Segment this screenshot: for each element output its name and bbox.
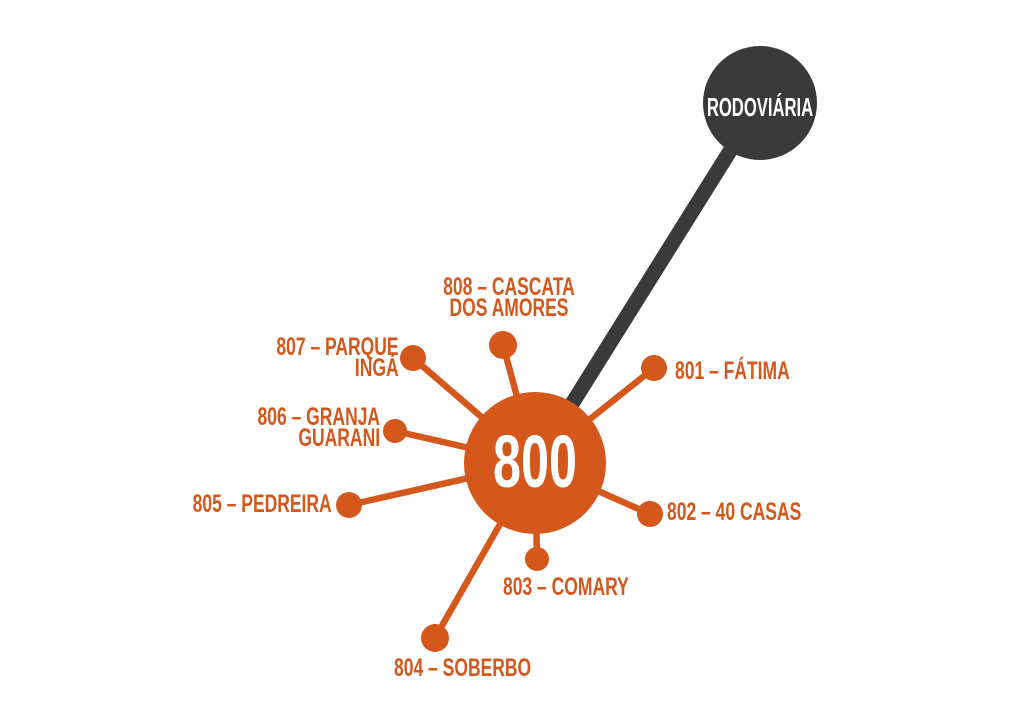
stop-label-803-line1: 803 – COMARY [503, 573, 629, 601]
stop-label-802: 802 – 40 CASAS [667, 498, 802, 526]
stop-label-806-line2: GUARANI [298, 424, 380, 452]
stop-dot-804 [421, 624, 449, 652]
stop-label-807-line1: 807 – PARQUE [276, 333, 399, 361]
stop-label-808-line2: DOS AMORES [449, 294, 569, 322]
stop-dot-803 [525, 547, 549, 571]
terminal-label: RODOVIÁRIA [706, 92, 814, 122]
stop-label-803: 803 – COMARY [503, 573, 629, 601]
stop-dot-807 [400, 345, 426, 371]
stop-label-808-line1: 808 – CASCATA [443, 273, 575, 301]
stop-label-807-line2: INGÁ [355, 354, 399, 382]
hub-circle-800 [464, 392, 606, 534]
stop-dot-806 [383, 419, 407, 443]
stop-label-805-line1: 805 – PEDREIRA [192, 490, 332, 518]
stop-dot-808 [489, 331, 517, 359]
stop-label-801-line1: 801 – FÁTIMA [675, 357, 790, 385]
stop-label-802-line1: 802 – 40 CASAS [667, 498, 802, 526]
stop-dot-801 [641, 355, 667, 381]
stop-dot-805 [336, 492, 362, 518]
stop-label-807: 807 – PARQUE INGÁ [276, 333, 399, 382]
stop-label-806: 806 – GRANJA GUARANI [257, 403, 380, 452]
stop-label-801: 801 – FÁTIMA [675, 357, 790, 385]
stop-label-804: 804 – SOBERBO [394, 654, 532, 682]
terminal-circle-rodoviaria [703, 46, 817, 160]
stop-dot-802 [637, 501, 663, 527]
stop-label-806-line1: 806 – GRANJA [257, 403, 380, 431]
stop-label-808: 808 – CASCATA DOS AMORES [443, 273, 575, 322]
stop-label-804-line1: 804 – SOBERBO [394, 654, 532, 682]
stop-label-805: 805 – PEDREIRA [192, 490, 332, 518]
hub-label: 800 [493, 420, 577, 503]
